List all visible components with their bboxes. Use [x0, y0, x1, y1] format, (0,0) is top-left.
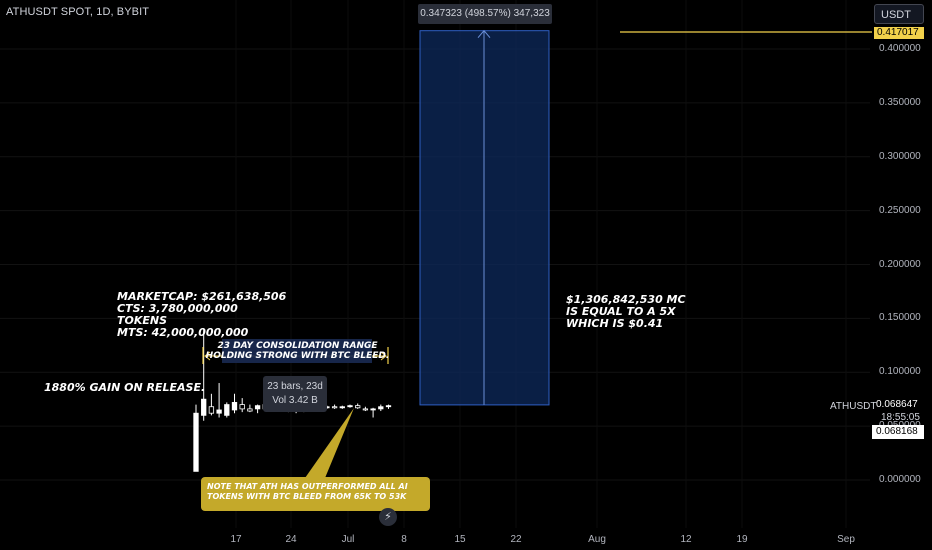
bracket-arrow-right: [380, 351, 387, 361]
target-note: $1,306,842,530 MC IS EQUAL TO A 5X WHICH…: [566, 293, 686, 330]
x-tick-label: 24: [285, 534, 297, 545]
y-tick-label: 0.200000: [879, 258, 921, 270]
target-price-tag: 0.417017: [874, 27, 924, 39]
candle-body: [201, 398, 207, 416]
candle-body: [193, 412, 199, 472]
candle-body: [239, 404, 245, 410]
x-tick-label: 12: [680, 534, 692, 545]
callout-pointer: [305, 408, 354, 478]
bar-countdown: 18:55:05: [881, 412, 920, 423]
y-tick-label: 0.300000: [879, 150, 921, 162]
consolidation-bracket: [202, 339, 389, 364]
tooltip-volume: Vol 3.42 B: [272, 395, 318, 406]
candle-body: [347, 405, 353, 408]
candle-body: [378, 406, 384, 410]
y-tick-label: 0.000000: [879, 474, 921, 485]
candle-body: [254, 405, 261, 410]
candle-body: [362, 408, 369, 411]
y-tick-label: 0.250000: [879, 204, 921, 216]
lightning-icon[interactable]: ⚡: [379, 508, 397, 526]
candle-body: [370, 408, 376, 411]
candle-body: [224, 404, 230, 416]
measure-label: 0.347323 (498.57%) 347,323: [418, 4, 552, 24]
candle-body: [247, 408, 253, 412]
candle-body: [355, 405, 361, 409]
secondary-price-tag: 0.068168: [872, 425, 924, 439]
callout-box: NOTE THAT ATH HAS OUTPERFORMED ALL AI TO…: [201, 477, 430, 511]
symbol-label: ATHUSDT: [830, 401, 877, 412]
x-tick-label: 19: [736, 534, 748, 545]
current-price: 0.068647: [876, 399, 918, 410]
consolidation-line-1: 23 DAY CONSOLIDATION RANGE: [217, 341, 378, 351]
candle-body: [331, 406, 338, 409]
consolidation-label: 23 DAY CONSOLIDATION RANGE HOLDING STRON…: [205, 341, 390, 361]
y-tick-label: 0.400000: [879, 43, 921, 54]
chart-title: ATHUSDT SPOT, 1D, BYBIT: [6, 6, 150, 18]
y-tick-label: 0.150000: [879, 312, 921, 324]
x-tick-label: Aug: [588, 534, 606, 545]
x-tick-label: 17: [230, 534, 242, 545]
range-tooltip: 23 bars, 23d Vol 3.42 B: [263, 376, 327, 412]
bracket-arrow-left: [204, 351, 211, 361]
x-tick-label: Jul: [341, 534, 355, 545]
currency-button[interactable]: USDT: [874, 4, 924, 24]
y-tick-label: 0.350000: [879, 96, 921, 108]
marketcap-note: MARKETCAP: $261,638,506 CTS: 3,780,000,0…: [117, 290, 287, 339]
candle-body: [231, 402, 238, 411]
consolidation-label-bg: [222, 339, 372, 363]
x-tick-label: 22: [510, 534, 522, 545]
y-tick-label: 0.100000: [879, 366, 921, 378]
consolidation-line-2: HOLDING STRONG WITH BTC BLEED.: [205, 351, 390, 361]
gain-note: 1880% GAIN ON RELEASE.: [44, 381, 206, 394]
x-tick-label: 15: [454, 534, 466, 545]
candle-body: [339, 406, 345, 409]
tooltip-bars: 23 bars, 23d: [267, 381, 323, 392]
x-tick-label: 8: [401, 534, 407, 545]
candle-body: [208, 406, 215, 414]
candle-body: [385, 405, 392, 408]
measure-arrow-head: [477, 29, 491, 39]
candle-body: [216, 409, 222, 414]
x-tick-label: Sep: [837, 534, 855, 545]
